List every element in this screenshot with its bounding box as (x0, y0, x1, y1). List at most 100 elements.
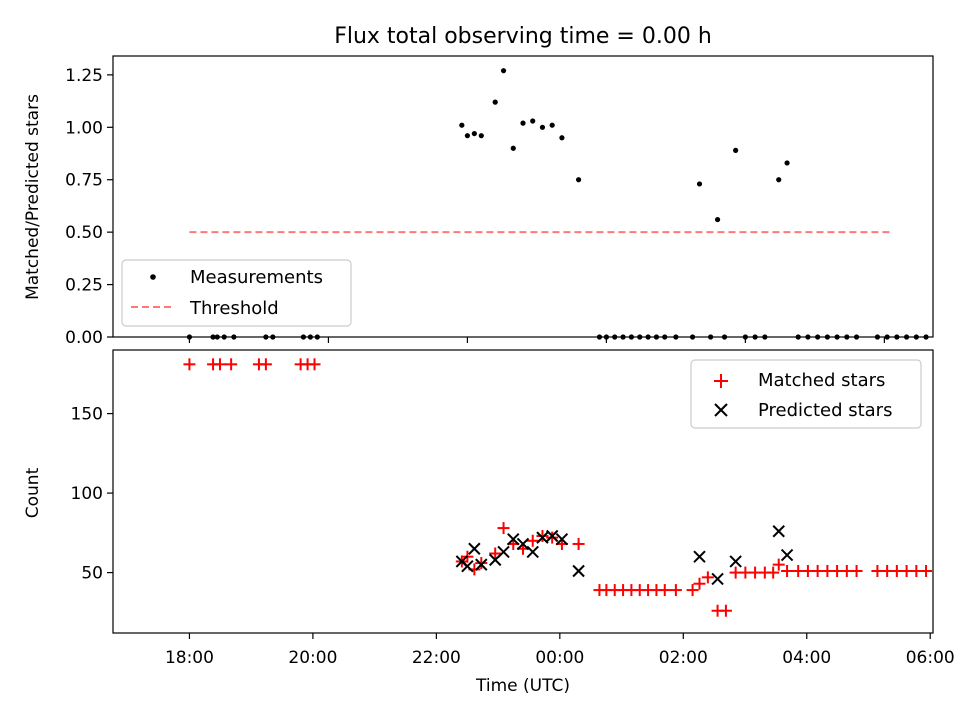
measurement-point (923, 334, 929, 340)
matched-star-point (475, 557, 488, 570)
matched-star-point (719, 604, 732, 617)
matched-star-point (183, 358, 196, 371)
measurement-point (805, 334, 811, 340)
measurement-point (314, 334, 320, 340)
measurement-point (884, 334, 890, 340)
matched-star-point (669, 584, 682, 597)
measurement-point (637, 334, 643, 340)
threshold-legend-label: Threshold (189, 298, 279, 319)
measurement-point (673, 334, 679, 340)
matched-star-point (693, 577, 706, 590)
measurement-point (795, 334, 801, 340)
top-legend-box (121, 259, 352, 327)
matched-star-point (489, 547, 502, 560)
predicted-star-point (536, 531, 549, 544)
count-points-layer (183, 358, 933, 617)
predicted-star-point (729, 555, 742, 568)
measurement-point (186, 334, 193, 340)
bottom-x-tick-label: 02:00 (659, 648, 708, 668)
measurement-point (708, 334, 714, 340)
predicted-star-point (711, 572, 724, 586)
measurement-point (853, 334, 860, 340)
measurements-legend-marker (150, 274, 156, 280)
matched-stars-legend-marker (714, 374, 728, 388)
predicted-star-point (497, 545, 510, 559)
measurement-point (596, 334, 603, 340)
measurement-point (824, 334, 830, 340)
predicted-stars-legend-label: Predicted stars (758, 400, 892, 421)
predicted-star-point (507, 532, 520, 546)
predicted-star-point (461, 560, 474, 573)
measurement-point (874, 334, 881, 340)
measurement-point (520, 120, 526, 126)
measurement-point (612, 334, 618, 340)
measurement-point (459, 122, 465, 128)
bottom-legend-box (690, 359, 922, 429)
predicted-star-point (516, 537, 530, 551)
measurement-point (714, 216, 721, 223)
measurement-point (510, 145, 516, 151)
top-y-tick-label: 0.50 (65, 223, 103, 243)
bottom-y-tick-label: 100 (71, 484, 103, 504)
measurement-point (500, 68, 507, 74)
matched-star-point (701, 571, 714, 584)
measurement-point (752, 334, 758, 340)
matched-star-point (920, 564, 933, 577)
predicted-star-point (545, 529, 559, 543)
predicted-star-point (468, 542, 481, 555)
measurement-point (549, 122, 555, 128)
matched-star-point (772, 558, 785, 571)
measurement-point (603, 334, 609, 340)
bottom-x-axis-label: Time (UTC) (475, 676, 570, 696)
bottom-x-tick-label: 20:00 (288, 648, 337, 668)
bottom-plot-frame (112, 349, 934, 634)
measurement-point (653, 334, 660, 340)
measurement-point (231, 334, 237, 340)
top-y-axis-label: Matched/Predicted stars (23, 94, 43, 300)
bottom-axes: 50 100 150 18:00 20:00 22:00 00:00 02:00 04:00 0… (23, 349, 955, 696)
matched-star-point (259, 358, 272, 371)
measurement-point (913, 334, 919, 340)
top-plot-frame (112, 55, 934, 338)
measurement-point (263, 334, 269, 340)
bottom-y-ticks: 50 100 150 (71, 405, 113, 584)
bottom-y-tick-label: 50 (81, 564, 103, 584)
bottom-x-tick-label: 22:00 (412, 648, 461, 668)
measurement-point (662, 334, 668, 340)
measurement-point (478, 133, 484, 139)
predicted-star-point (475, 558, 488, 571)
bottom-x-ticks: 18:00 20:00 22:00 00:00 02:00 04:00 06:00 (165, 633, 955, 668)
measurement-point (784, 160, 790, 166)
matched-star-point (546, 531, 559, 544)
matched-star-point (536, 530, 549, 543)
matched-star-point (850, 564, 863, 577)
measurement-point (689, 334, 696, 340)
bottom-y-axis-label: Count (23, 467, 43, 518)
measurement-points-layer (186, 68, 929, 340)
measurement-point (300, 334, 307, 340)
top-y-tick-label: 0.25 (65, 276, 103, 296)
measurement-point (464, 133, 471, 139)
measurement-point (270, 334, 276, 340)
measurement-point (221, 334, 227, 340)
matched-star-point (214, 358, 227, 371)
matched-star-point (308, 358, 321, 371)
measurement-point (815, 334, 821, 340)
top-legend: Measurements Threshold (121, 259, 352, 327)
measurement-point (721, 334, 728, 340)
measurement-point (903, 334, 910, 340)
matched-stars-legend-label: Matched stars (758, 370, 885, 391)
predicted-star-point (693, 550, 706, 563)
matched-star-point (225, 358, 238, 371)
matched-star-point (572, 537, 585, 550)
top-y-tick-label: 0.75 (65, 171, 103, 191)
matched-star-point (781, 564, 794, 577)
measurement-point (492, 99, 498, 105)
measurement-point (776, 177, 782, 183)
measurement-point (834, 334, 840, 340)
measurement-point (628, 334, 635, 340)
measurement-point (645, 334, 651, 340)
predicted-star-point (555, 532, 569, 546)
bottom-x-tick-label: 06:00 (906, 648, 955, 668)
